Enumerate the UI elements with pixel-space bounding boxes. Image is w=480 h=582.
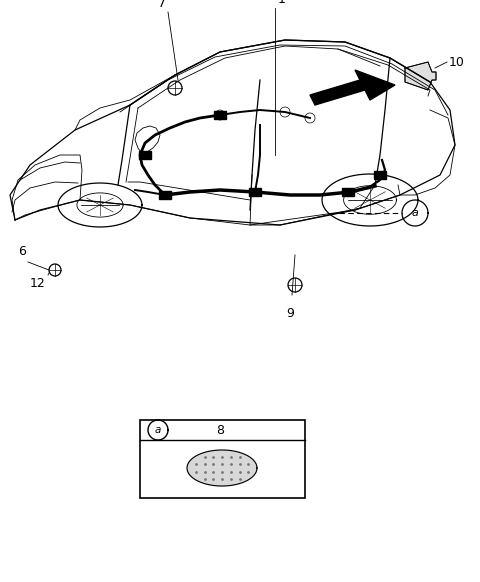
Text: 8: 8 [216, 424, 224, 436]
Bar [214, 111, 226, 119]
Text: 1: 1 [278, 0, 286, 6]
Polygon shape [405, 62, 436, 90]
Polygon shape [310, 70, 395, 105]
Text: a: a [411, 208, 419, 218]
Text: 10: 10 [449, 55, 465, 69]
Bar [249, 188, 261, 196]
Bar [374, 171, 386, 179]
Bar [139, 151, 151, 159]
Polygon shape [187, 450, 257, 486]
Text: a: a [155, 425, 161, 435]
Bar [159, 191, 171, 199]
Bar [140, 420, 305, 498]
Text: 12: 12 [30, 277, 46, 290]
Bar [342, 188, 354, 196]
Text: 7: 7 [158, 0, 166, 10]
Text: 9: 9 [286, 307, 294, 320]
Text: 6: 6 [18, 245, 26, 258]
